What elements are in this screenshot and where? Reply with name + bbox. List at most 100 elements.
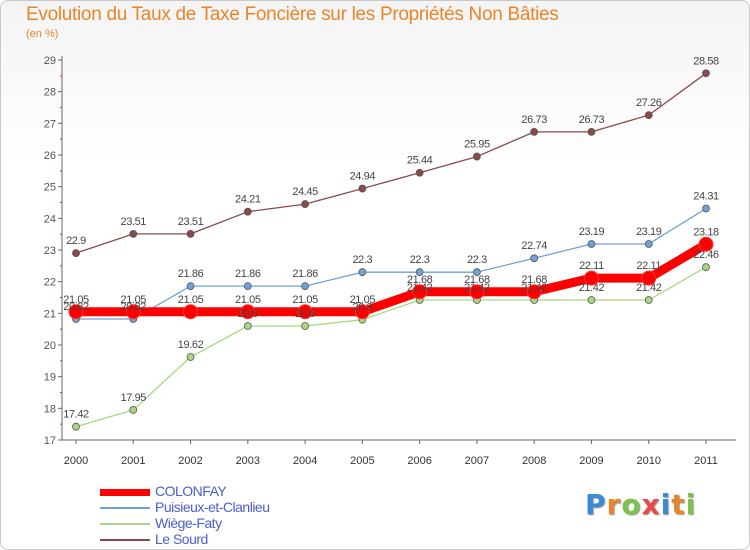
- data-point-colonfay: [240, 304, 256, 320]
- data-point-le-sourd: [358, 184, 367, 193]
- series-line-le-sourd: [75, 72, 707, 254]
- data-point-puisieux-et-clanlieu: [530, 254, 539, 263]
- data-label-puisieux-et-clanlieu: 21.86: [178, 268, 204, 280]
- x-tick-label: 2005: [350, 455, 374, 467]
- data-label-le-sourd: 22.9: [66, 235, 86, 247]
- data-point-wi-ge-faty: [72, 422, 80, 431]
- data-point-le-sourd: [186, 229, 195, 238]
- y-tick-label: 21: [44, 308, 56, 320]
- data-point-puisieux-et-clanlieu: [186, 282, 195, 291]
- data-point-le-sourd: [415, 168, 424, 177]
- legend-label-colonfay: COLONFAY: [155, 483, 227, 499]
- data-point-wi-ge-faty: [186, 353, 195, 361]
- y-tick-label: 22: [44, 277, 56, 289]
- y-tick-label: 25: [44, 182, 56, 194]
- data-label-puisieux-et-clanlieu: 21.86: [292, 268, 318, 280]
- data-label-le-sourd: 26.73: [521, 114, 547, 126]
- y-tick-label: 20: [44, 340, 56, 352]
- data-point-le-sourd: [72, 249, 80, 258]
- data-point-le-sourd: [129, 229, 138, 238]
- data-label-colonfay: 23.18: [693, 226, 719, 238]
- data-point-wi-ge-faty: [243, 322, 252, 330]
- data-label-wi-ge-faty: 17.95: [121, 392, 147, 404]
- y-tick-label: 28: [44, 87, 56, 99]
- data-point-colonfay: [68, 304, 84, 320]
- logo-letter: i: [660, 488, 672, 521]
- data-point-colonfay: [183, 304, 199, 320]
- data-point-wi-ge-faty: [587, 296, 596, 304]
- data-point-le-sourd: [301, 200, 309, 208]
- data-label-wi-ge-faty: 21.42: [636, 282, 662, 294]
- data-label-wi-ge-faty: 19.62: [178, 339, 204, 351]
- data-label-colonfay: 21.05: [121, 294, 147, 306]
- data-point-le-sourd: [587, 127, 596, 136]
- data-point-puisieux-et-clanlieu: [243, 282, 252, 291]
- data-label-wi-ge-faty: 20.8: [352, 302, 372, 314]
- data-label-wi-ge-faty: 20.6: [295, 308, 315, 320]
- data-point-colonfay: [354, 304, 370, 320]
- data-label-puisieux-et-clanlieu: 22.3: [467, 254, 487, 266]
- data-point-colonfay: [641, 270, 657, 286]
- legend-swatch-puisieux: [100, 507, 150, 509]
- data-label-le-sourd: 23.51: [178, 216, 204, 228]
- data-point-puisieux-et-clanlieu: [644, 240, 653, 248]
- data-label-colonfay: 21.05: [235, 294, 261, 306]
- data-label-wi-ge-faty: 17.42: [63, 409, 89, 421]
- chart-title: Evolution du Taux de Taxe Foncière sur l…: [26, 4, 559, 25]
- data-point-wi-ge-faty: [129, 406, 138, 414]
- data-point-puisieux-et-clanlieu: [702, 204, 710, 213]
- data-label-le-sourd: 26.73: [579, 114, 605, 126]
- data-label-wi-ge-faty: 20.6: [238, 308, 258, 320]
- x-tick-label: 2001: [121, 455, 145, 467]
- data-label-colonfay: 21.05: [350, 294, 376, 306]
- x-tick-label: 2003: [236, 455, 260, 467]
- data-label-colonfay: 21.05: [63, 294, 89, 306]
- data-point-puisieux-et-clanlieu: [587, 240, 596, 248]
- legend-swatch-le-sourd: [100, 539, 150, 541]
- legend-swatch-colonfay: [100, 489, 150, 496]
- y-tick-label: 26: [44, 150, 56, 162]
- series-line-wi-ge-faty: [75, 266, 707, 428]
- data-label-wi-ge-faty: 22.46: [693, 249, 719, 261]
- y-tick-label: 24: [44, 213, 56, 225]
- data-label-le-sourd: 25.44: [407, 155, 433, 167]
- data-label-wi-ge-faty: 21.42: [579, 282, 605, 294]
- data-label-wi-ge-faty: 21.42: [521, 282, 547, 294]
- x-tick-label: 2006: [407, 455, 431, 467]
- logo-letter: r: [606, 488, 622, 521]
- y-tick-label: 27: [44, 118, 56, 130]
- x-tick-label: 2000: [64, 455, 88, 467]
- data-point-colonfay: [526, 284, 542, 300]
- series-line-puisieux-et-clanlieu: [75, 207, 707, 320]
- y-tick-label: 29: [44, 55, 56, 67]
- data-point-le-sourd: [702, 69, 710, 78]
- logo-letter: P: [585, 488, 607, 521]
- data-point-colonfay: [125, 304, 141, 320]
- data-label-colonfay: 21.05: [178, 294, 204, 306]
- x-tick-label: 2011: [694, 455, 718, 467]
- y-tick-label: 17: [44, 435, 56, 447]
- data-point-colonfay: [583, 270, 599, 286]
- data-label-colonfay: 21.68: [521, 274, 547, 286]
- data-label-puisieux-et-clanlieu: 22.3: [410, 254, 430, 266]
- data-point-puisieux-et-clanlieu: [415, 268, 424, 277]
- data-label-puisieux-et-clanlieu: 22.3: [352, 254, 372, 266]
- logo-letter: x: [641, 488, 661, 521]
- y-tick-label: 23: [44, 245, 56, 257]
- data-point-wi-ge-faty: [702, 263, 710, 272]
- logo-letter: t: [671, 488, 686, 521]
- logo-letter: o: [621, 488, 642, 521]
- data-point-colonfay: [698, 236, 714, 252]
- data-label-puisieux-et-clanlieu: 24.31: [693, 191, 719, 203]
- y-tick-label: 19: [44, 372, 56, 384]
- data-point-le-sourd: [644, 111, 653, 119]
- legend-label-wiege-faty: Wiège-Faty: [155, 515, 222, 531]
- data-label-le-sourd: 24.94: [350, 171, 376, 183]
- x-tick-label: 2008: [522, 455, 546, 467]
- x-tick-label: 2004: [293, 455, 317, 467]
- data-label-colonfay: 22.11: [579, 260, 604, 272]
- data-label-puisieux-et-clanlieu: 21.86: [235, 268, 261, 280]
- data-label-le-sourd: 27.26: [636, 97, 662, 109]
- data-label-wi-ge-faty: 21.42: [464, 282, 490, 294]
